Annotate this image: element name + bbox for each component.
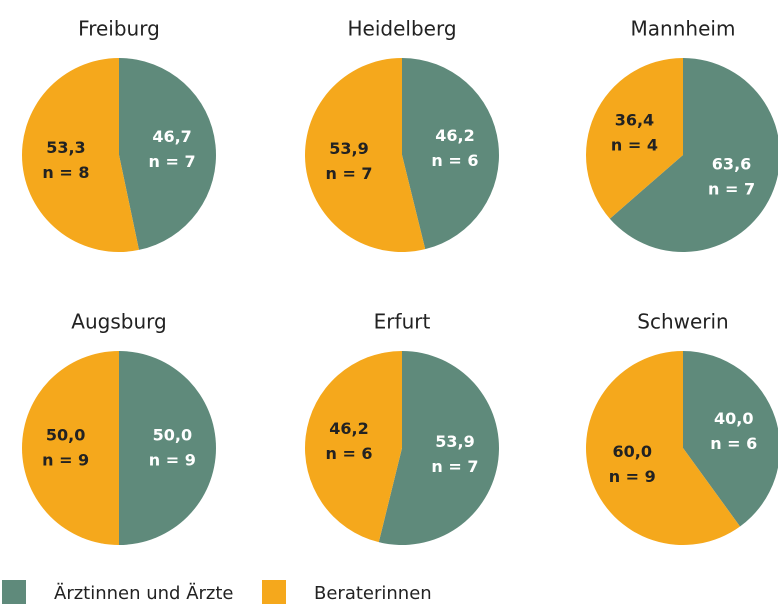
n-label: n = 9 xyxy=(42,451,89,470)
n-label: n = 7 xyxy=(431,457,478,476)
n-label: n = 6 xyxy=(431,151,478,170)
legend-label: Ärztinnen und Ärzte xyxy=(54,583,234,604)
pie-slice xyxy=(305,58,426,252)
value-label: 50,0 xyxy=(153,426,192,445)
n-label: n = 6 xyxy=(325,444,372,463)
n-label: n = 4 xyxy=(611,135,658,154)
legend-swatch xyxy=(2,580,26,604)
value-label: 40,0 xyxy=(714,409,753,428)
pie-slice xyxy=(305,351,402,543)
value-label: 46,2 xyxy=(329,419,368,438)
n-label: n = 9 xyxy=(609,467,656,486)
n-label: n = 7 xyxy=(325,164,372,183)
value-label: 46,7 xyxy=(152,127,191,146)
value-label: 50,0 xyxy=(46,426,85,445)
pie-slice xyxy=(119,58,216,250)
pie-slice xyxy=(21,58,139,252)
pie-title: Augsburg xyxy=(71,310,166,334)
pie-title: Schwerin xyxy=(637,310,728,334)
pie-slice xyxy=(378,350,499,545)
pie-slice xyxy=(609,58,778,252)
legend-label: Beraterinnen xyxy=(314,583,432,604)
n-label: n = 8 xyxy=(42,163,89,182)
value-label: 63,6 xyxy=(712,155,751,174)
n-label: n = 7 xyxy=(708,180,755,199)
n-label: n = 9 xyxy=(149,451,196,470)
pie-slice xyxy=(586,350,741,545)
pie-title: Freiburg xyxy=(78,17,160,41)
value-label: 46,2 xyxy=(435,126,474,145)
pie-slice xyxy=(586,57,683,219)
pie-slice xyxy=(683,351,778,527)
legend-swatch xyxy=(262,580,286,604)
pie-title: Mannheim xyxy=(631,17,736,41)
pie-slice xyxy=(119,351,216,545)
pie-title: Erfurt xyxy=(374,310,431,334)
value-label: 60,0 xyxy=(613,442,652,461)
value-label: 53,9 xyxy=(435,432,474,451)
n-label: n = 7 xyxy=(149,152,196,171)
value-label: 53,9 xyxy=(329,139,368,158)
value-label: 53,3 xyxy=(46,138,85,157)
value-label: 36,4 xyxy=(615,110,654,129)
pie-slice xyxy=(402,58,500,250)
n-label: n = 6 xyxy=(710,434,757,453)
pie-slice xyxy=(22,351,119,545)
pie-title: Heidelberg xyxy=(347,17,456,41)
